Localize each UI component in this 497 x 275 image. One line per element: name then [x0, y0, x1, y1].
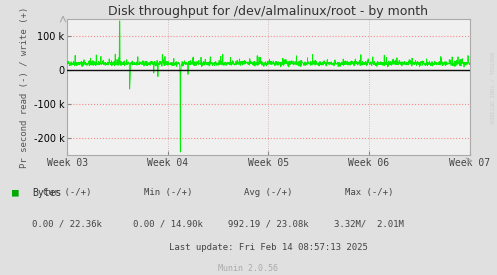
- Text: 3.32M/  2.01M: 3.32M/ 2.01M: [334, 220, 404, 229]
- Text: 0.00 / 14.90k: 0.00 / 14.90k: [133, 220, 203, 229]
- Y-axis label: Pr second read (-) / write (+): Pr second read (-) / write (+): [20, 7, 29, 168]
- Text: ■: ■: [12, 188, 19, 197]
- Text: Munin 2.0.56: Munin 2.0.56: [219, 264, 278, 273]
- Text: Cur (-/+): Cur (-/+): [43, 188, 91, 197]
- Title: Disk throughput for /dev/almalinux/root - by month: Disk throughput for /dev/almalinux/root …: [108, 5, 428, 18]
- Text: Last update: Fri Feb 14 08:57:13 2025: Last update: Fri Feb 14 08:57:13 2025: [169, 243, 368, 252]
- Text: Max (-/+): Max (-/+): [345, 188, 393, 197]
- Text: 992.19 / 23.08k: 992.19 / 23.08k: [228, 220, 309, 229]
- Text: Bytes: Bytes: [32, 188, 62, 197]
- Text: Avg (-/+): Avg (-/+): [244, 188, 293, 197]
- Text: Min (-/+): Min (-/+): [144, 188, 192, 197]
- Text: 0.00 / 22.36k: 0.00 / 22.36k: [32, 220, 102, 229]
- Text: RRDTOOL / TOBI OETIKER: RRDTOOL / TOBI OETIKER: [489, 52, 494, 124]
